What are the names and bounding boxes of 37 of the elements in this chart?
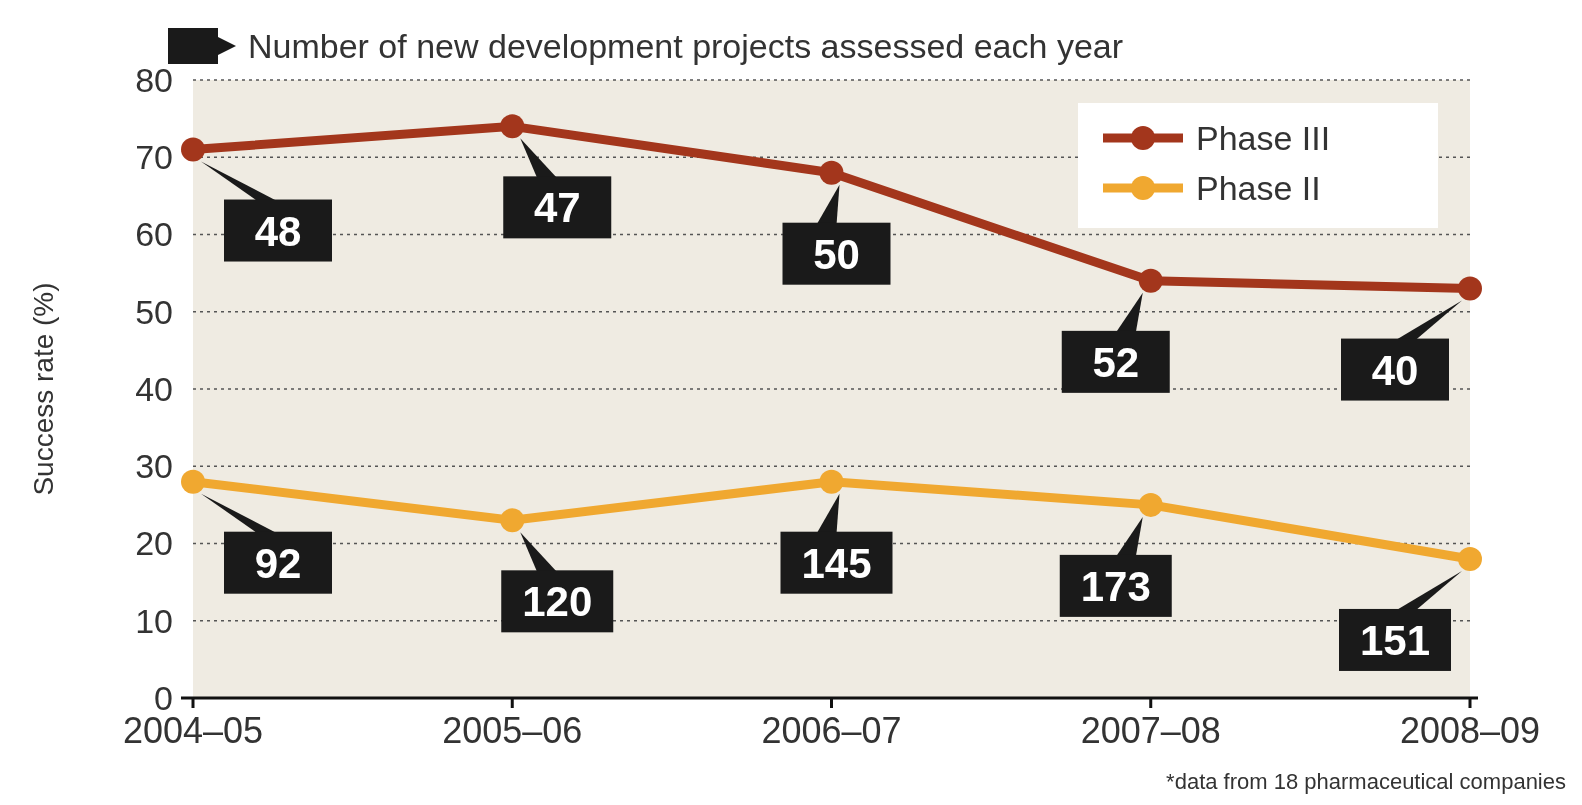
y-tick-label: 80 — [135, 60, 173, 99]
y-tick-label: 30 — [135, 447, 173, 486]
annotation: 40 — [1371, 346, 1419, 394]
point — [181, 137, 205, 162]
y-axis-title: Success rate (%) — [28, 282, 59, 496]
annotation: 173 — [1080, 562, 1151, 610]
point — [181, 469, 205, 494]
point — [819, 469, 844, 494]
point — [500, 508, 525, 533]
point — [1458, 546, 1482, 571]
text: *data from 18 pharmaceutical companies — [1166, 769, 1566, 794]
annotation: 50 — [813, 230, 860, 278]
y-tick-label: 20 — [135, 524, 173, 563]
x-tick-label: 2007–08 — [1080, 710, 1221, 751]
chart-subtitle: Number of new development projects assessed each year — [248, 26, 1124, 65]
annotation: 151 — [1359, 617, 1431, 665]
x-tick-label: 2008–09 — [1399, 710, 1541, 751]
point — [500, 114, 525, 139]
legend-label: Phase III — [1196, 118, 1331, 157]
y-tick-label: 40 — [135, 369, 173, 408]
point — [1458, 276, 1482, 301]
annotation: 120 — [522, 578, 593, 626]
x-tick-label: 2006–07 — [761, 710, 902, 751]
y-tick-label: 50 — [135, 292, 173, 331]
point — [819, 160, 844, 185]
annotation: 48 — [254, 207, 302, 255]
point — [1138, 268, 1163, 293]
x-tick-label: 2005–06 — [442, 710, 583, 751]
annotation: 145 — [801, 539, 872, 587]
annotation: 52 — [1092, 338, 1140, 386]
y-tick-label: 10 — [135, 601, 173, 640]
annotation: 92 — [254, 539, 302, 587]
y-tick-label: 70 — [135, 138, 173, 177]
y-tick-label: 60 — [135, 215, 173, 254]
point — [1138, 492, 1163, 517]
annotation: 47 — [533, 184, 581, 232]
legend-label: Phase II — [1196, 168, 1321, 207]
